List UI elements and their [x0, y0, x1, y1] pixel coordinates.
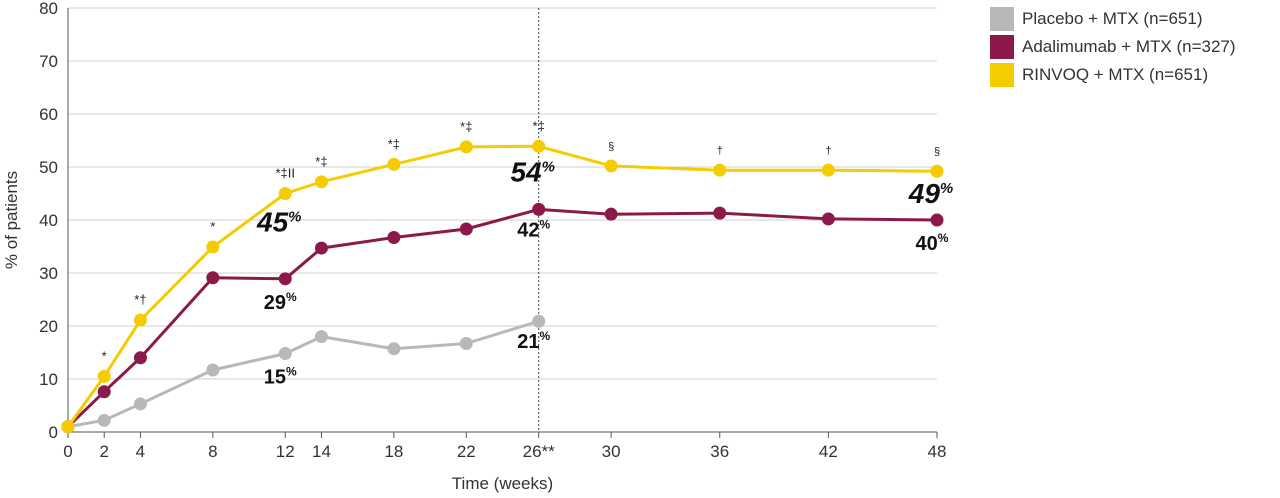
data-point-placebo	[133, 397, 147, 411]
legend-swatch-rinvoq	[990, 63, 1014, 87]
value-callout: 49%	[908, 178, 954, 209]
significance-mark: *‡	[388, 136, 400, 151]
x-tick-label: 42	[819, 442, 838, 461]
series-line-adalimumab	[66, 207, 938, 428]
significance-mark: †	[717, 145, 723, 157]
data-point-rinvoq	[314, 175, 328, 189]
data-point-rinvoq	[97, 369, 111, 383]
data-point-placebo	[387, 342, 401, 356]
data-point-adalimumab	[713, 206, 727, 220]
significance-mark: §	[934, 146, 940, 158]
data-point-rinvoq	[133, 313, 147, 327]
y-tick-label: 20	[39, 317, 58, 336]
legend: Placebo + MTX (n=651) Adalimumab + MTX (…	[990, 6, 1236, 90]
data-point-rinvoq	[713, 163, 727, 177]
data-point-rinvoq	[532, 139, 546, 153]
legend-item-adalimumab: Adalimumab + MTX (n=327)	[990, 34, 1236, 60]
data-point-adalimumab	[532, 202, 546, 216]
data-point-placebo	[97, 413, 111, 427]
value-callout: 29%	[264, 290, 297, 314]
y-tick-label: 30	[39, 264, 58, 283]
value-callout: 42%	[517, 217, 550, 241]
legend-label-placebo: Placebo + MTX (n=651)	[1022, 9, 1203, 28]
x-tick-label: 2	[99, 442, 108, 461]
significance-mark: *	[102, 348, 107, 363]
data-point-rinvoq	[930, 164, 944, 178]
series-line-rinvoq	[66, 144, 938, 428]
significance-mark: *‡	[533, 118, 545, 133]
series-line-placebo	[67, 319, 540, 429]
x-tick-label: 22	[457, 442, 476, 461]
data-point-placebo	[278, 347, 292, 361]
data-point-adalimumab	[206, 271, 220, 285]
x-tick-label: 14	[312, 442, 331, 461]
data-point-adalimumab	[278, 272, 292, 286]
data-point-rinvoq	[459, 140, 473, 154]
significance-mark: *	[210, 219, 215, 234]
x-tick-label: 18	[384, 442, 403, 461]
data-point-rinvoq	[206, 240, 220, 254]
data-point-adalimumab	[821, 212, 835, 226]
y-tick-label: 50	[39, 158, 58, 177]
x-tick-label: 8	[208, 442, 217, 461]
legend-swatch-placebo	[990, 7, 1014, 31]
legend-swatch-adalimumab	[990, 35, 1014, 59]
data-point-placebo	[532, 314, 546, 328]
legend-item-rinvoq: RINVOQ + MTX (n=651)	[990, 62, 1236, 88]
data-point-rinvoq	[61, 420, 75, 434]
value-callout: 21%	[517, 329, 550, 353]
value-callout: 54%	[510, 156, 555, 187]
data-point-rinvoq	[821, 163, 835, 177]
data-point-adalimumab	[133, 351, 147, 365]
y-tick-label: 80	[39, 0, 58, 18]
y-tick-label: 60	[39, 105, 58, 124]
significance-mark: *‡II	[275, 166, 295, 181]
legend-label-adalimumab: Adalimumab + MTX (n=327)	[1022, 37, 1236, 56]
data-point-adalimumab	[314, 241, 328, 255]
significance-mark: *‡	[460, 119, 472, 134]
legend-label-rinvoq: RINVOQ + MTX (n=651)	[1022, 65, 1209, 84]
y-axis-title: % of patients	[2, 171, 21, 269]
data-point-adalimumab	[97, 385, 111, 399]
x-tick-label: 48	[928, 442, 947, 461]
legend-item-placebo: Placebo + MTX (n=651)	[990, 6, 1236, 32]
y-tick-label: 40	[39, 211, 58, 230]
data-point-adalimumab	[930, 213, 944, 227]
significance-mark: *†	[134, 292, 146, 307]
x-tick-label: 4	[136, 442, 145, 461]
data-point-adalimumab	[387, 230, 401, 244]
x-tick-label: 12	[276, 442, 295, 461]
y-tick-label: 0	[49, 423, 58, 442]
y-tick-label: 10	[39, 370, 58, 389]
data-point-rinvoq	[387, 157, 401, 171]
x-axis-title: Time (weeks)	[452, 474, 553, 493]
x-tick-label: 36	[710, 442, 729, 461]
data-point-rinvoq	[604, 159, 618, 173]
value-callout: 15%	[264, 365, 297, 389]
data-point-placebo	[206, 363, 220, 377]
data-point-rinvoq	[278, 187, 292, 200]
x-tick-label: 0	[63, 442, 72, 461]
data-point-adalimumab	[604, 207, 618, 221]
data-point-adalimumab	[459, 222, 473, 236]
value-callout: 40%	[916, 231, 949, 255]
y-tick-label: 70	[39, 52, 58, 71]
data-point-placebo	[314, 330, 328, 344]
x-tick-label: 30	[602, 442, 621, 461]
significance-mark: *‡	[315, 154, 327, 169]
significance-mark: †	[825, 145, 831, 157]
significance-mark: §	[608, 141, 614, 153]
x-tick-label: 26**	[523, 442, 556, 461]
data-point-placebo	[459, 336, 473, 350]
value-callout: 45%	[256, 207, 302, 238]
